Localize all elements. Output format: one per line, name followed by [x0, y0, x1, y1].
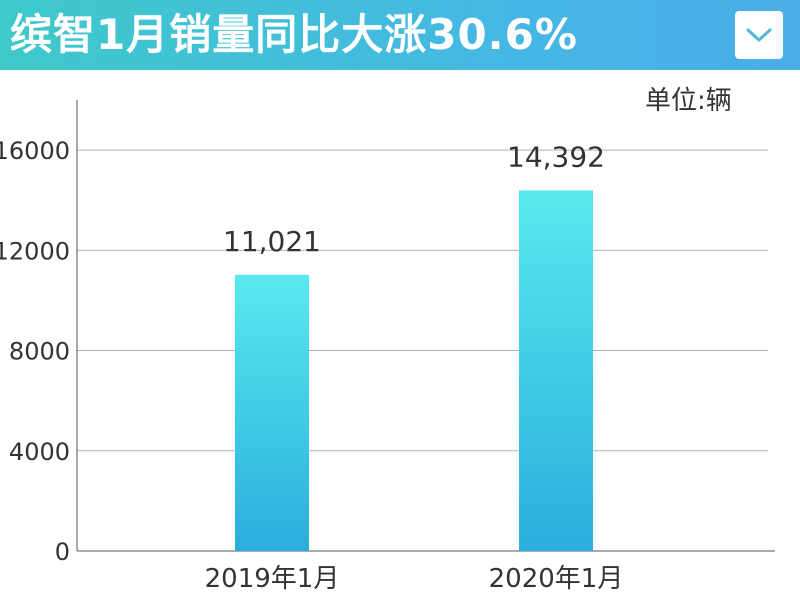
chevron-down-icon [746, 28, 772, 42]
header-bar: 缤智1月销量同比大涨30.6% [0, 0, 800, 70]
x-category-label: 2020年1月 [489, 564, 624, 594]
category-labels: 2019年1月 2020年1月 [205, 564, 624, 594]
dropdown-button[interactable] [735, 11, 783, 59]
y-tick-label: 16000 [0, 137, 70, 165]
bars [235, 190, 593, 551]
data-labels: 11,021 14,392 [223, 140, 605, 257]
chart-title: 缤智1月销量同比大涨30.6% [10, 10, 578, 59]
bar [235, 274, 309, 551]
y-tick-label: 0 [55, 538, 70, 566]
y-tick-label: 4000 [9, 438, 70, 466]
x-category-label: 2019年1月 [205, 564, 340, 594]
bar [519, 190, 593, 551]
unit-label: 单位:辆 [645, 86, 732, 116]
y-tick-labels: 0 4000 8000 12000 16000 [0, 137, 70, 566]
bar-value-label: 11,021 [223, 225, 321, 258]
grid-lines [77, 149, 768, 452]
y-tick-label: 8000 [9, 338, 70, 366]
y-tick-label: 12000 [0, 237, 70, 265]
bar-value-label: 14,392 [507, 140, 605, 173]
